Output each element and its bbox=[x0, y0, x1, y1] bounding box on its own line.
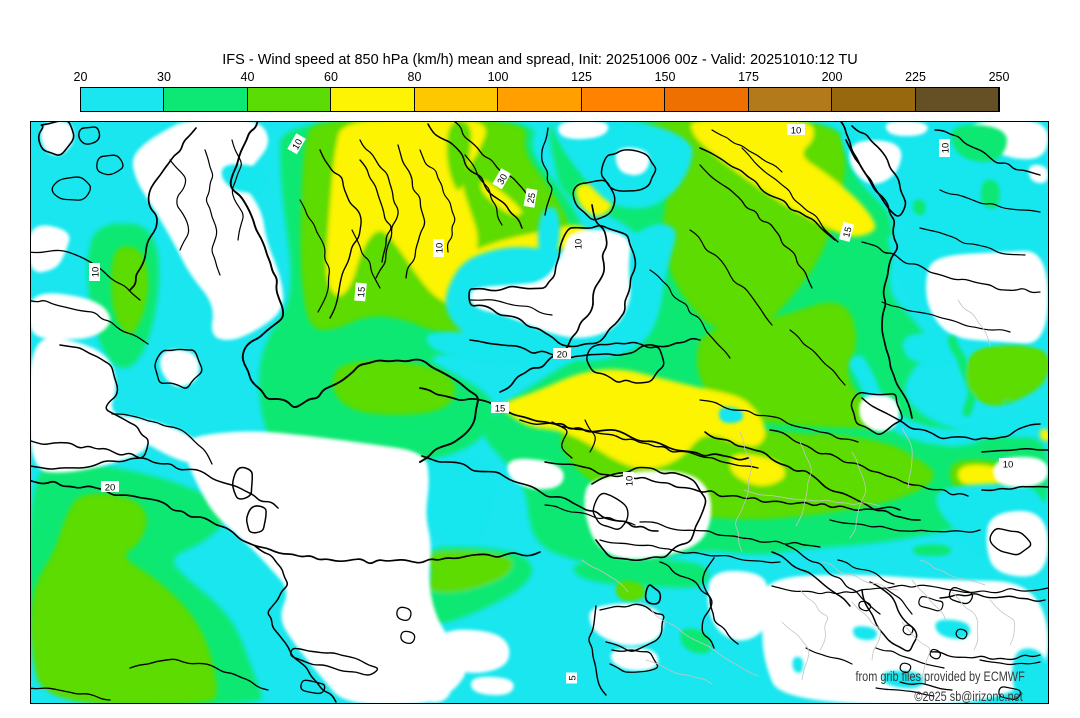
svg-text:10: 10 bbox=[791, 126, 802, 137]
svg-text:15: 15 bbox=[841, 226, 854, 239]
svg-text:10: 10 bbox=[91, 267, 102, 278]
svg-text:10: 10 bbox=[941, 143, 952, 154]
svg-text:10: 10 bbox=[1003, 460, 1014, 471]
svg-text:10: 10 bbox=[574, 239, 585, 250]
svg-text:20: 20 bbox=[105, 483, 116, 494]
svg-text:20: 20 bbox=[557, 350, 568, 361]
svg-text:30: 30 bbox=[495, 172, 510, 187]
svg-text:15: 15 bbox=[495, 404, 506, 415]
svg-text:10: 10 bbox=[435, 243, 446, 254]
svg-text:10: 10 bbox=[625, 476, 636, 487]
svg-text:25: 25 bbox=[526, 192, 539, 204]
svg-text:10: 10 bbox=[290, 137, 305, 152]
svg-text:5: 5 bbox=[568, 675, 579, 680]
svg-text:15: 15 bbox=[356, 286, 368, 297]
